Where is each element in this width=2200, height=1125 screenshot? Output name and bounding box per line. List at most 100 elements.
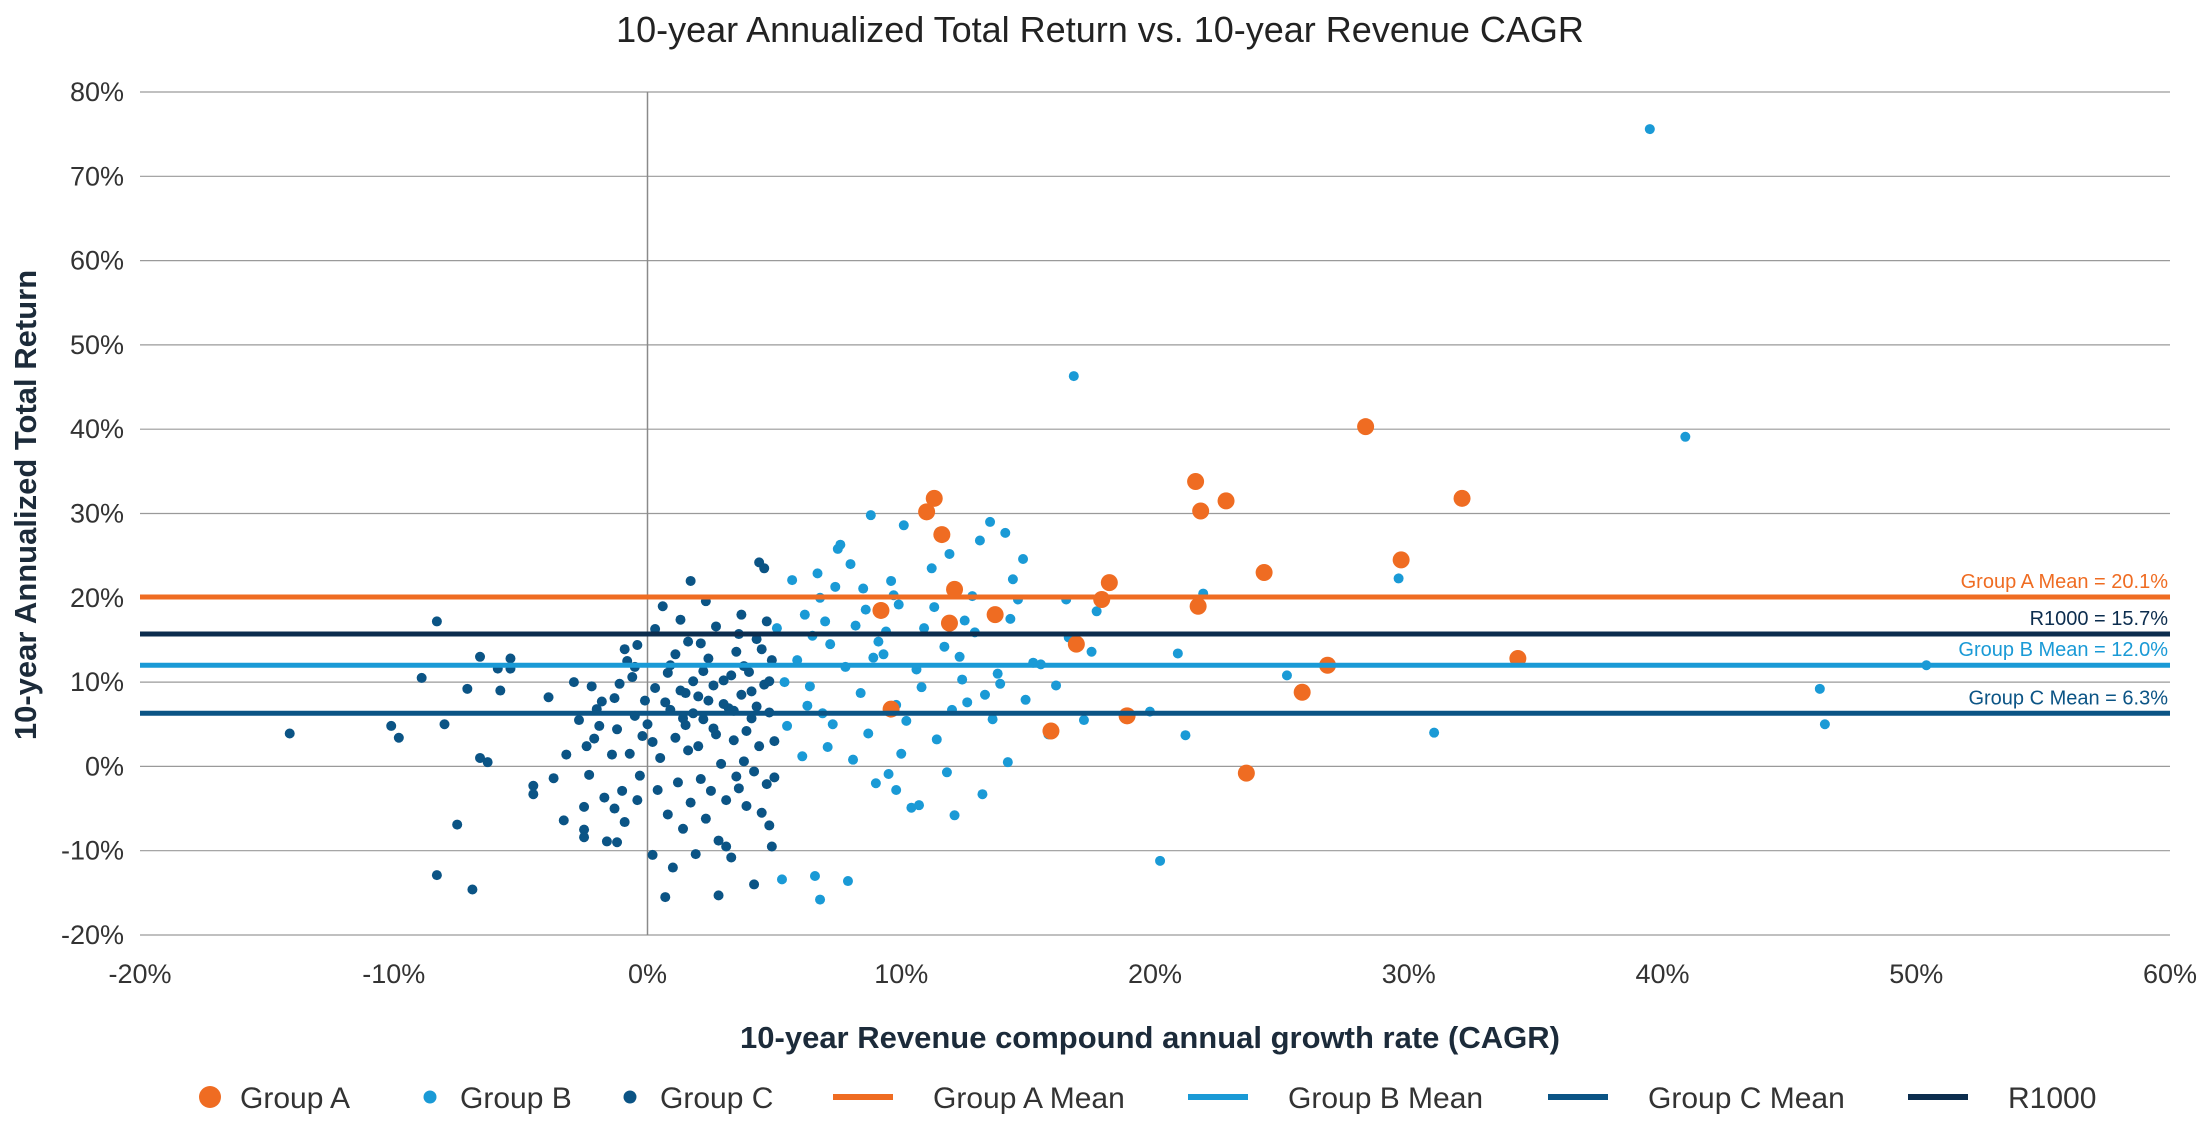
legend-label: Group C <box>660 1082 773 1115</box>
data-point <box>721 795 732 806</box>
data-point <box>782 720 793 731</box>
data-point <box>528 789 539 800</box>
data-point <box>495 685 506 696</box>
data-point <box>606 749 617 760</box>
x-tick-label: -10% <box>362 959 425 989</box>
reference-lines <box>140 594 2170 716</box>
x-axis-ticks: -20% -10% 0% 10% 20% 30% 40% 50% 60% <box>108 959 2197 989</box>
data-point <box>848 754 859 765</box>
data-point <box>985 516 996 527</box>
data-point <box>1392 551 1410 569</box>
data-point <box>698 666 709 677</box>
legend-label: Group C Mean <box>1648 1082 1845 1115</box>
data-point <box>769 772 780 783</box>
data-point <box>931 734 942 745</box>
data-point <box>925 489 943 507</box>
data-point <box>761 779 772 790</box>
data-point <box>914 800 925 811</box>
data-point <box>815 894 826 905</box>
reference-line-label: Group B Mean = 12.0% <box>1958 639 2168 661</box>
data-point <box>713 890 724 901</box>
data-point <box>741 801 752 812</box>
data-point <box>439 719 450 730</box>
data-point <box>680 688 691 699</box>
data-point <box>589 733 600 744</box>
data-point <box>883 768 894 779</box>
data-point <box>959 615 970 626</box>
data-point <box>893 599 904 610</box>
data-point <box>632 640 643 651</box>
data-point <box>896 748 907 759</box>
data-point <box>642 719 653 730</box>
y-tick-label: -10% <box>61 836 124 866</box>
data-point <box>619 644 630 655</box>
data-point <box>579 801 590 812</box>
data-point <box>711 621 722 632</box>
x-tick-label: 60% <box>2143 959 2197 989</box>
data-point <box>1393 573 1404 584</box>
data-point <box>609 803 620 814</box>
data-point <box>1644 124 1655 135</box>
data-point <box>1007 574 1018 585</box>
data-point <box>749 879 760 890</box>
data-point <box>733 783 744 794</box>
y-tick-label: 40% <box>70 414 124 444</box>
data-point <box>685 797 696 808</box>
data-point <box>579 832 590 843</box>
data-point <box>462 683 473 694</box>
data-point <box>1180 730 1191 741</box>
data-point <box>898 520 909 531</box>
data-point <box>1814 683 1825 694</box>
y-tick-label: 20% <box>70 583 124 613</box>
data-point <box>891 785 902 796</box>
data-point <box>1100 574 1118 592</box>
data-point <box>1189 597 1207 615</box>
data-point <box>596 696 607 707</box>
data-point <box>1000 527 1011 538</box>
data-point <box>698 714 709 725</box>
data-point <box>612 837 623 848</box>
data-point <box>548 773 559 784</box>
data-point <box>901 715 912 726</box>
data-point <box>941 767 952 778</box>
data-point <box>1091 606 1102 617</box>
data-point <box>609 693 620 704</box>
data-point <box>586 681 597 692</box>
data-point <box>1357 418 1375 436</box>
data-point <box>612 724 623 735</box>
y-tick-label: 70% <box>70 161 124 191</box>
data-point <box>1042 722 1060 740</box>
x-tick-label: 10% <box>874 959 928 989</box>
data-point <box>977 789 988 800</box>
data-point <box>617 785 628 796</box>
data-point <box>759 563 770 574</box>
data-point <box>756 644 767 655</box>
data-point <box>858 583 869 594</box>
data-point <box>728 735 739 746</box>
data-point <box>678 823 689 834</box>
data-point <box>979 689 990 700</box>
legend-label: R1000 <box>2008 1082 2096 1115</box>
data-point <box>746 713 757 724</box>
data-point <box>705 785 716 796</box>
data-point <box>825 639 836 650</box>
legend: Group A Group B Group C Group A Mean Group B… <box>199 1082 2096 1115</box>
data-point <box>657 601 668 612</box>
data-point <box>632 795 643 806</box>
data-point <box>726 670 737 681</box>
y-tick-label: 60% <box>70 246 124 276</box>
data-point <box>505 653 516 664</box>
data-point <box>779 677 790 688</box>
data-point <box>695 774 706 785</box>
data-point <box>672 777 683 788</box>
data-point <box>683 745 694 756</box>
data-point <box>870 778 881 789</box>
data-point <box>718 699 729 710</box>
y-axis-title: 10-year Annualized Total Return <box>8 270 43 740</box>
data-point <box>599 792 610 803</box>
data-point <box>695 638 706 649</box>
data-point <box>475 752 486 763</box>
data-point <box>581 741 592 752</box>
data-point <box>634 770 645 781</box>
data-point <box>716 758 727 769</box>
